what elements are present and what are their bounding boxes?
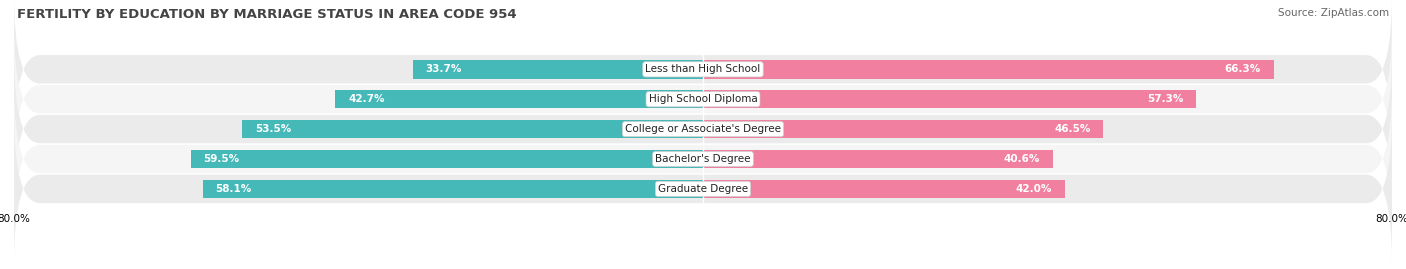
- Text: Graduate Degree: Graduate Degree: [658, 184, 748, 194]
- Text: FERTILITY BY EDUCATION BY MARRIAGE STATUS IN AREA CODE 954: FERTILITY BY EDUCATION BY MARRIAGE STATU…: [17, 8, 516, 21]
- Text: 46.5%: 46.5%: [1054, 124, 1091, 134]
- Text: 66.3%: 66.3%: [1225, 64, 1261, 74]
- Text: 57.3%: 57.3%: [1147, 94, 1184, 104]
- Bar: [703, 150, 1053, 168]
- Bar: [242, 120, 703, 138]
- Text: 53.5%: 53.5%: [256, 124, 291, 134]
- Bar: [703, 120, 1104, 138]
- Legend: Married, Unmarried: Married, Unmarried: [621, 268, 785, 269]
- Text: High School Diploma: High School Diploma: [648, 94, 758, 104]
- Text: 42.0%: 42.0%: [1015, 184, 1052, 194]
- Text: 42.7%: 42.7%: [349, 94, 385, 104]
- FancyBboxPatch shape: [14, 54, 1392, 205]
- Text: 33.7%: 33.7%: [426, 64, 463, 74]
- Text: Source: ZipAtlas.com: Source: ZipAtlas.com: [1278, 8, 1389, 18]
- FancyBboxPatch shape: [14, 84, 1392, 235]
- Bar: [703, 180, 1064, 198]
- Bar: [335, 90, 703, 108]
- Text: College or Associate's Degree: College or Associate's Degree: [626, 124, 780, 134]
- Text: 59.5%: 59.5%: [204, 154, 239, 164]
- Text: Bachelor's Degree: Bachelor's Degree: [655, 154, 751, 164]
- Bar: [191, 150, 703, 168]
- Bar: [413, 60, 703, 79]
- FancyBboxPatch shape: [14, 114, 1392, 264]
- Bar: [703, 90, 1197, 108]
- FancyBboxPatch shape: [14, 0, 1392, 145]
- Bar: [703, 60, 1274, 79]
- Text: 40.6%: 40.6%: [1004, 154, 1039, 164]
- Text: 58.1%: 58.1%: [215, 184, 252, 194]
- Bar: [202, 180, 703, 198]
- FancyBboxPatch shape: [14, 24, 1392, 175]
- Text: Less than High School: Less than High School: [645, 64, 761, 74]
